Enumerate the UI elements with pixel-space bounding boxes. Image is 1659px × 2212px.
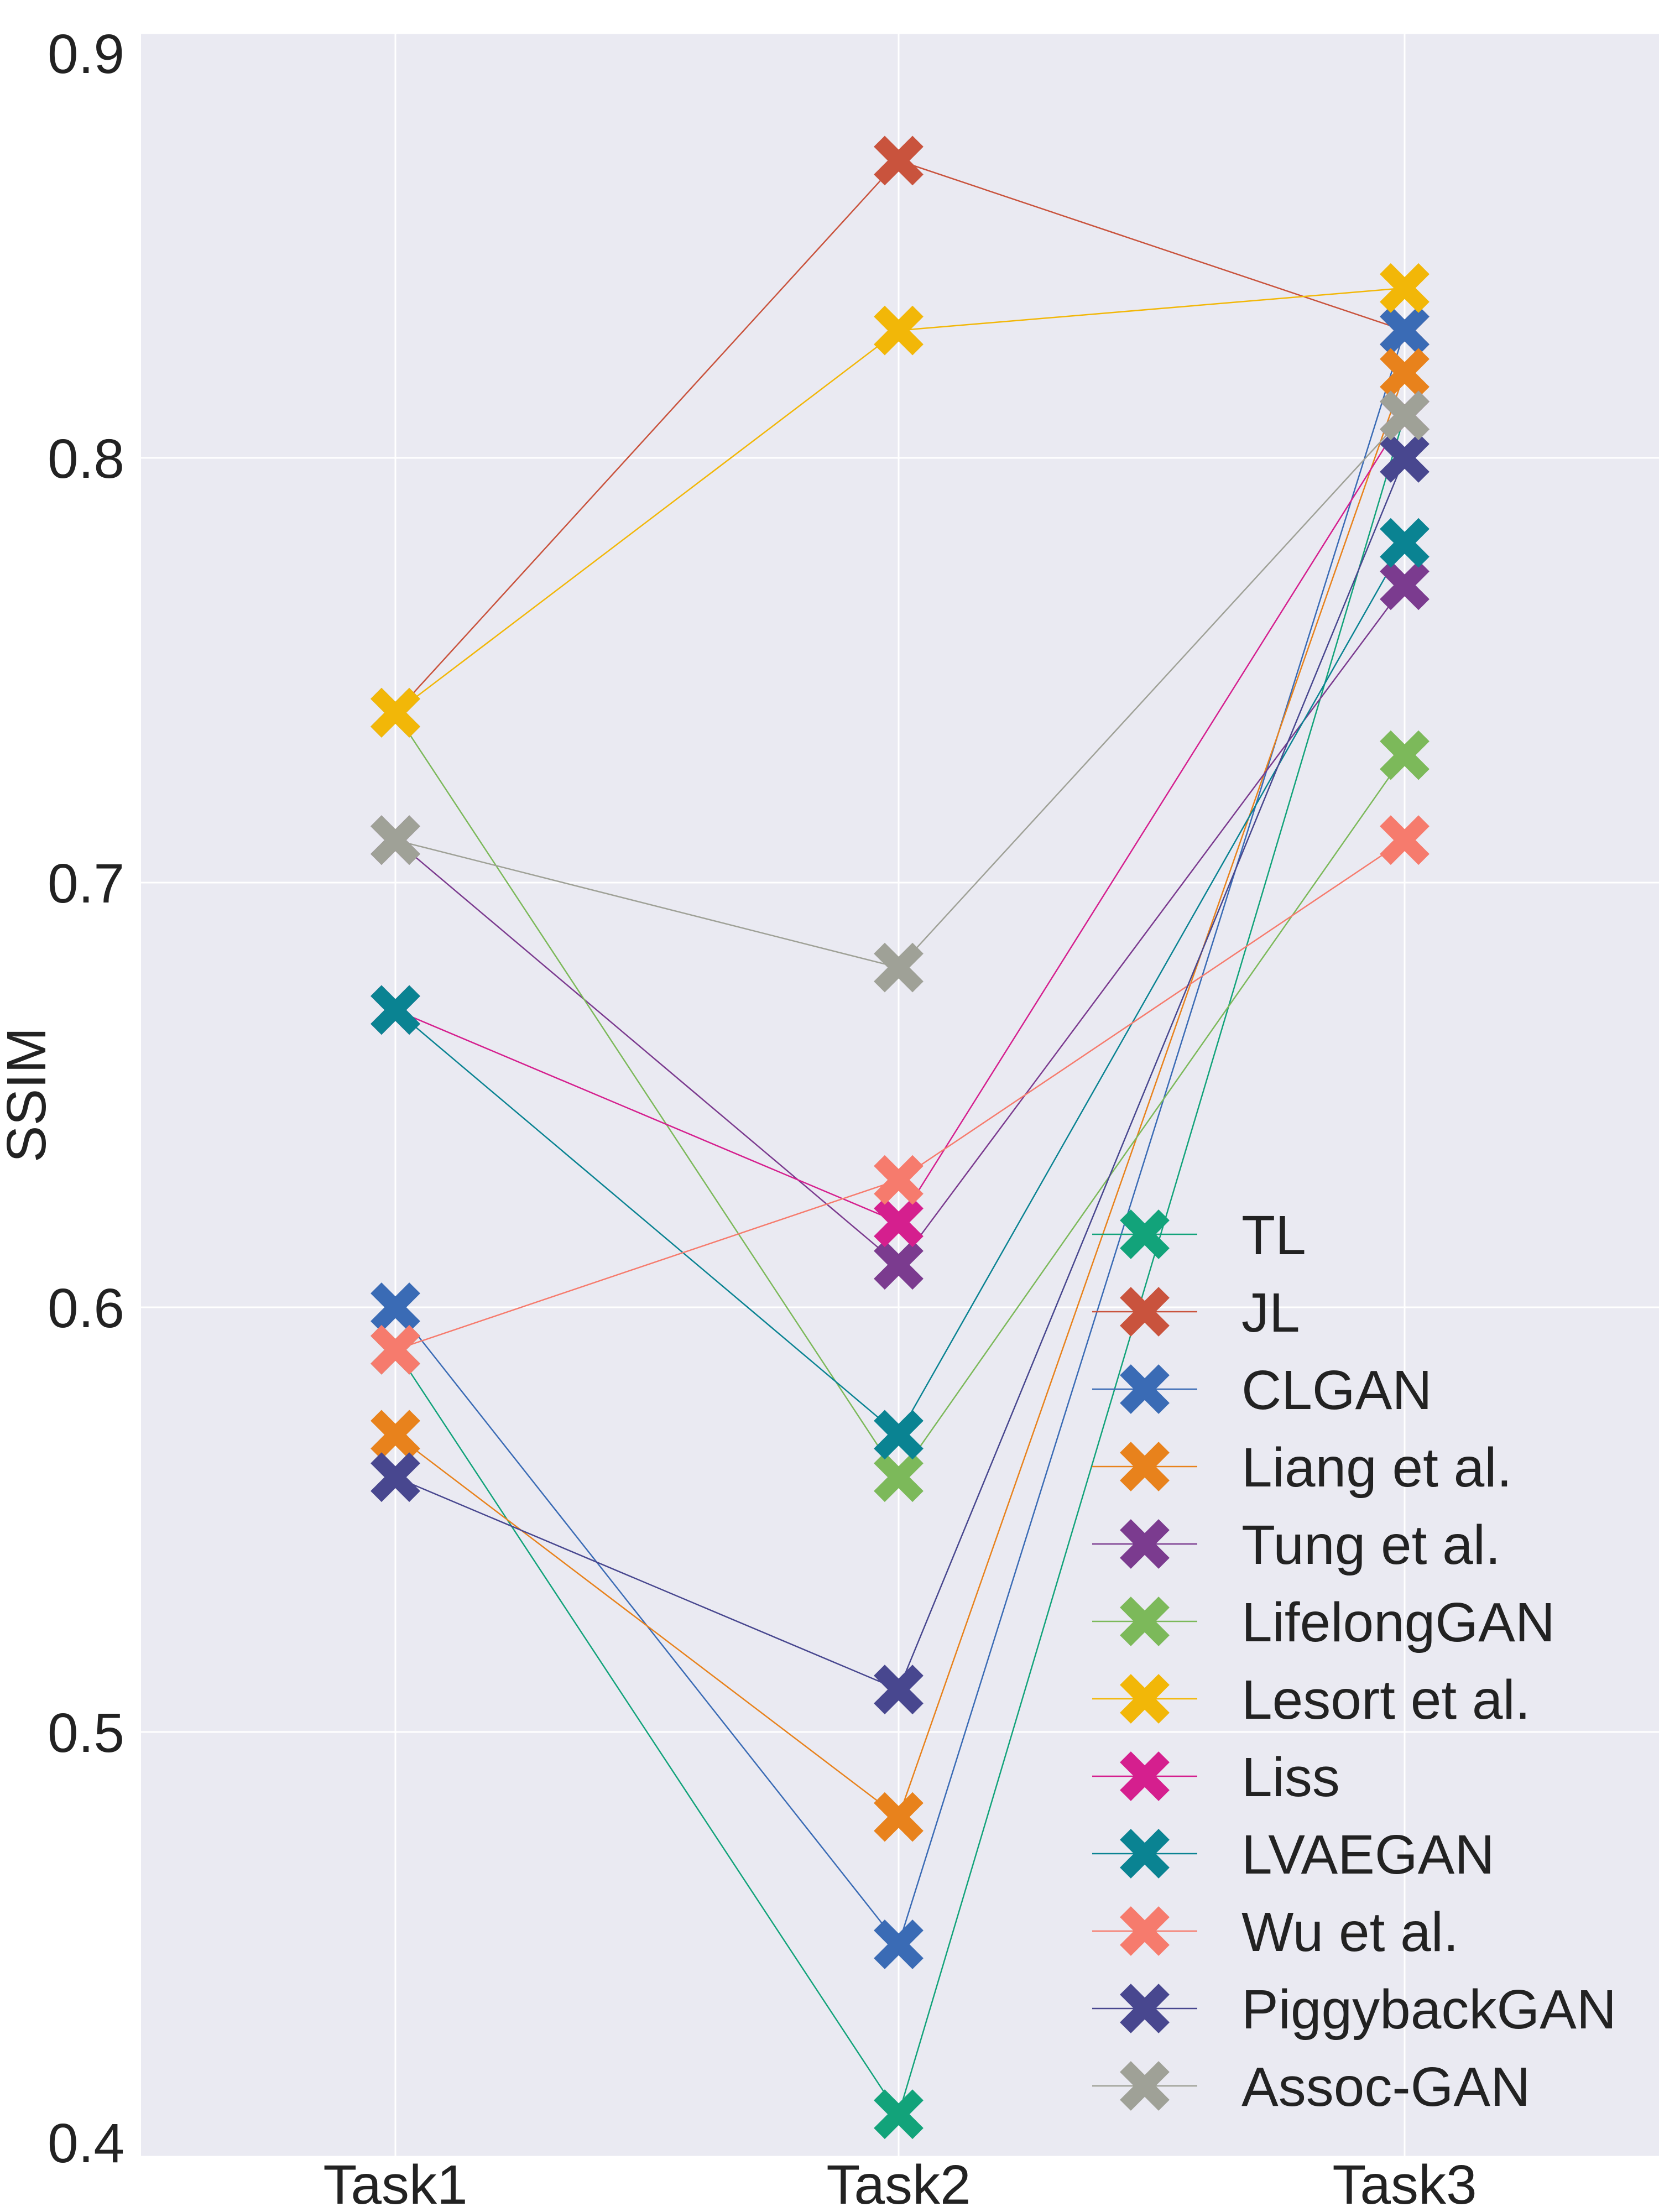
data-point-liss [874, 1197, 924, 1248]
data-point-assoc-gan [371, 815, 420, 865]
data-point-liang-et-al [1380, 348, 1430, 398]
legend-marker [1120, 1364, 1170, 1414]
legend-label: Liss [1241, 1746, 1340, 1808]
legend-label: LVAEGAN [1241, 1824, 1495, 1886]
data-point-lvaegan [1380, 518, 1430, 568]
data-point-assoc-gan [1380, 390, 1430, 441]
y-tick-label: 0.7 [48, 853, 124, 915]
data-point-piggybackgan [371, 1452, 420, 1503]
data-point-tung-et-al [874, 1240, 924, 1290]
data-point-lesort-et-al [371, 687, 420, 738]
legend-label: LifelongGAN [1241, 1592, 1555, 1653]
legend-label: CLGAN [1241, 1359, 1432, 1421]
y-axis-ticks: 0.4 0.5 0.6 0.7 0.8 0.9 [48, 23, 124, 2174]
legend-marker [1120, 1906, 1170, 1956]
plot-background [141, 33, 1659, 2157]
data-point-lvaegan [371, 985, 420, 1035]
x-tick-label: Task2 [826, 2154, 971, 2212]
data-point-tl [874, 2089, 924, 2140]
data-point-lifelonggan [1380, 730, 1430, 780]
legend-marker [1120, 1674, 1170, 1724]
data-point-wu-et-al [874, 1155, 924, 1205]
legend-label: Liang et al. [1241, 1437, 1512, 1499]
data-point-clgan [1380, 305, 1430, 356]
legend-marker [1120, 1519, 1170, 1569]
data-point-piggybackgan [874, 1665, 924, 1715]
data-point-lifelonggan [874, 1452, 924, 1503]
y-tick-label: 0.6 [48, 1277, 124, 1339]
y-tick-label: 0.4 [48, 2112, 124, 2174]
legend-marker [1120, 1287, 1170, 1337]
y-tick-label: 0.8 [48, 428, 124, 490]
x-axis-ticks: Task1 Task2 Task3 [323, 2154, 1477, 2212]
data-point-wu-et-al [371, 1324, 420, 1375]
data-point-jl [874, 135, 924, 186]
y-axis-label: SSIM [0, 1027, 58, 1162]
y-tick-label: 0.5 [48, 1702, 124, 1764]
data-point-lesort-et-al [874, 305, 924, 356]
data-point-lvaegan [874, 1410, 924, 1460]
data-point-piggybackgan [1380, 433, 1430, 483]
legend: TL JL CLGAN Liang et al. Tung et al. Lifelong… [1092, 1204, 1616, 2118]
data-point-wu-et-al [1380, 815, 1430, 865]
data-point-tung-et-al [1380, 560, 1430, 611]
data-point-liang-et-al [874, 1792, 924, 1842]
legend-label: TL [1241, 1204, 1306, 1266]
data-point-assoc-gan [874, 942, 924, 993]
legend-marker [1120, 1442, 1170, 1491]
legend-marker [1120, 2061, 1170, 2111]
legend-label: Assoc-GAN [1241, 2056, 1530, 2118]
legend-label: Wu et al. [1241, 1901, 1459, 1963]
y-tick-label: 0.9 [48, 23, 124, 85]
x-tick-label: Task3 [1332, 2154, 1477, 2212]
data-point-liang-et-al [371, 1410, 420, 1460]
legend-marker [1120, 1984, 1170, 2033]
data-point-clgan [371, 1282, 420, 1332]
legend-label: Lesort et al. [1241, 1669, 1531, 1731]
legend-label: JL [1241, 1282, 1300, 1344]
data-point-clgan [874, 1919, 924, 1969]
legend-label: PiggybackGAN [1241, 1979, 1616, 2041]
legend-marker [1120, 1209, 1170, 1259]
legend-marker [1120, 1751, 1170, 1801]
legend-marker [1120, 1829, 1170, 1879]
legend-label: Tung et al. [1241, 1514, 1501, 1576]
x-tick-label: Task1 [323, 2154, 467, 2212]
legend-marker [1120, 1597, 1170, 1646]
series [371, 135, 1430, 2140]
data-point-lesort-et-al [1380, 263, 1430, 313]
